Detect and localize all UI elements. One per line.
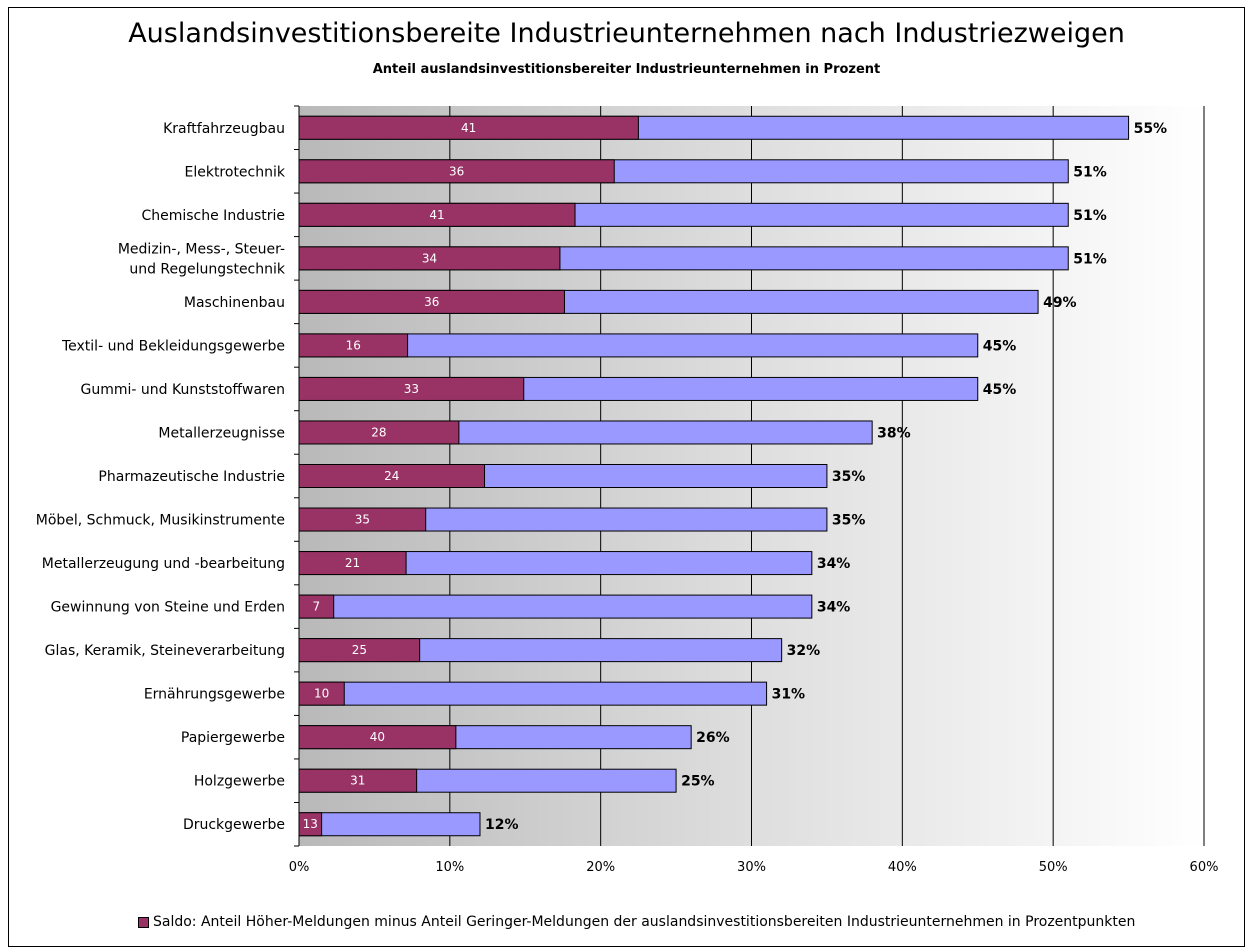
legend-swatch-saldo xyxy=(138,916,149,928)
total-value-label: 38% xyxy=(877,425,911,441)
x-tick-label: 0% xyxy=(289,860,310,875)
bar-total xyxy=(298,681,768,706)
chart-title: Auslandsinvestitionsbereite Industrieunt… xyxy=(128,18,1125,49)
total-value-label: 34% xyxy=(817,556,851,572)
saldo-value-label: 7 xyxy=(313,600,321,614)
category-label: Ernährungsgewerbe xyxy=(144,687,285,703)
category-label: Papiergewerbe xyxy=(181,730,285,746)
x-tick-label: 20% xyxy=(586,860,615,875)
category-label: und Regelungstechnik xyxy=(129,261,286,277)
saldo-value-label: 28 xyxy=(371,425,386,439)
category-label: Maschinenbau xyxy=(184,295,285,311)
category-label: Druckgewerbe xyxy=(183,817,285,833)
total-value-label: 26% xyxy=(696,730,730,746)
category-label: Glas, Keramik, Steineverarbeitung xyxy=(45,643,285,659)
x-tick-label: 40% xyxy=(888,860,917,875)
total-value-label: 12% xyxy=(485,817,519,833)
total-value-label: 25% xyxy=(681,774,715,790)
total-value-label: 34% xyxy=(817,600,851,616)
total-value-label: 45% xyxy=(983,338,1017,354)
total-value-label: 32% xyxy=(787,643,821,659)
saldo-value-label: 35 xyxy=(355,513,370,527)
total-value-label: 51% xyxy=(1073,208,1107,224)
saldo-value-label: 41 xyxy=(429,208,444,222)
saldo-value-label: 24 xyxy=(384,469,399,483)
total-value-label: 51% xyxy=(1073,164,1107,180)
saldo-value-label: 41 xyxy=(461,121,476,135)
total-value-label: 45% xyxy=(983,382,1017,398)
total-value-label: 31% xyxy=(772,687,806,703)
category-label: Metallerzeugnisse xyxy=(158,425,285,441)
legend-label: Saldo: Anteil Höher-Meldungen minus Ante… xyxy=(153,914,1136,930)
saldo-value-label: 33 xyxy=(404,382,419,396)
saldo-value-label: 34 xyxy=(422,251,437,265)
category-label: Medizin-, Mess-, Steuer- xyxy=(118,241,285,257)
total-value-label: 55% xyxy=(1134,121,1168,137)
x-tick-label: 50% xyxy=(1039,860,1068,875)
saldo-value-label: 16 xyxy=(346,338,361,352)
category-label: Möbel, Schmuck, Musikinstrumente xyxy=(36,513,285,529)
saldo-value-label: 36 xyxy=(424,295,439,309)
saldo-value-label: 21 xyxy=(345,556,360,570)
x-tick-label: 30% xyxy=(737,860,766,875)
total-value-label: 49% xyxy=(1043,295,1077,311)
saldo-value-label: 25 xyxy=(352,643,367,657)
total-value-label: 35% xyxy=(832,513,866,529)
category-label: Gewinnung von Steine und Erden xyxy=(51,600,285,616)
saldo-value-label: 40 xyxy=(370,730,385,744)
category-label: Chemische Industrie xyxy=(141,208,285,224)
saldo-value-label: 36 xyxy=(449,164,464,178)
category-label: Metallerzeugung und -bearbeitung xyxy=(42,556,285,572)
category-label: Pharmazeutische Industrie xyxy=(98,469,285,485)
category-label: Textil- und Bekleidungsgewerbe xyxy=(61,338,285,354)
saldo-value-label: 31 xyxy=(350,774,365,788)
category-label: Holzgewerbe xyxy=(194,774,285,790)
category-label: Gummi- und Kunststoffwaren xyxy=(81,382,285,398)
bar-total xyxy=(298,594,813,619)
x-tick-label: 60% xyxy=(1190,860,1219,875)
x-tick-label: 10% xyxy=(435,860,464,875)
saldo-value-label: 13 xyxy=(303,817,318,831)
total-value-label: 35% xyxy=(832,469,866,485)
bar-total xyxy=(298,812,481,837)
total-value-label: 51% xyxy=(1073,251,1107,267)
category-label: Elektrotechnik xyxy=(184,164,285,180)
legend: Saldo: Anteil Höher-Meldungen minus Ante… xyxy=(138,914,1135,930)
saldo-value-label: 10 xyxy=(314,687,329,701)
category-label: Kraftfahrzeugbau xyxy=(163,121,285,137)
chart-subtitle: Anteil auslandsinvestitionsbereiter Indu… xyxy=(372,62,881,77)
